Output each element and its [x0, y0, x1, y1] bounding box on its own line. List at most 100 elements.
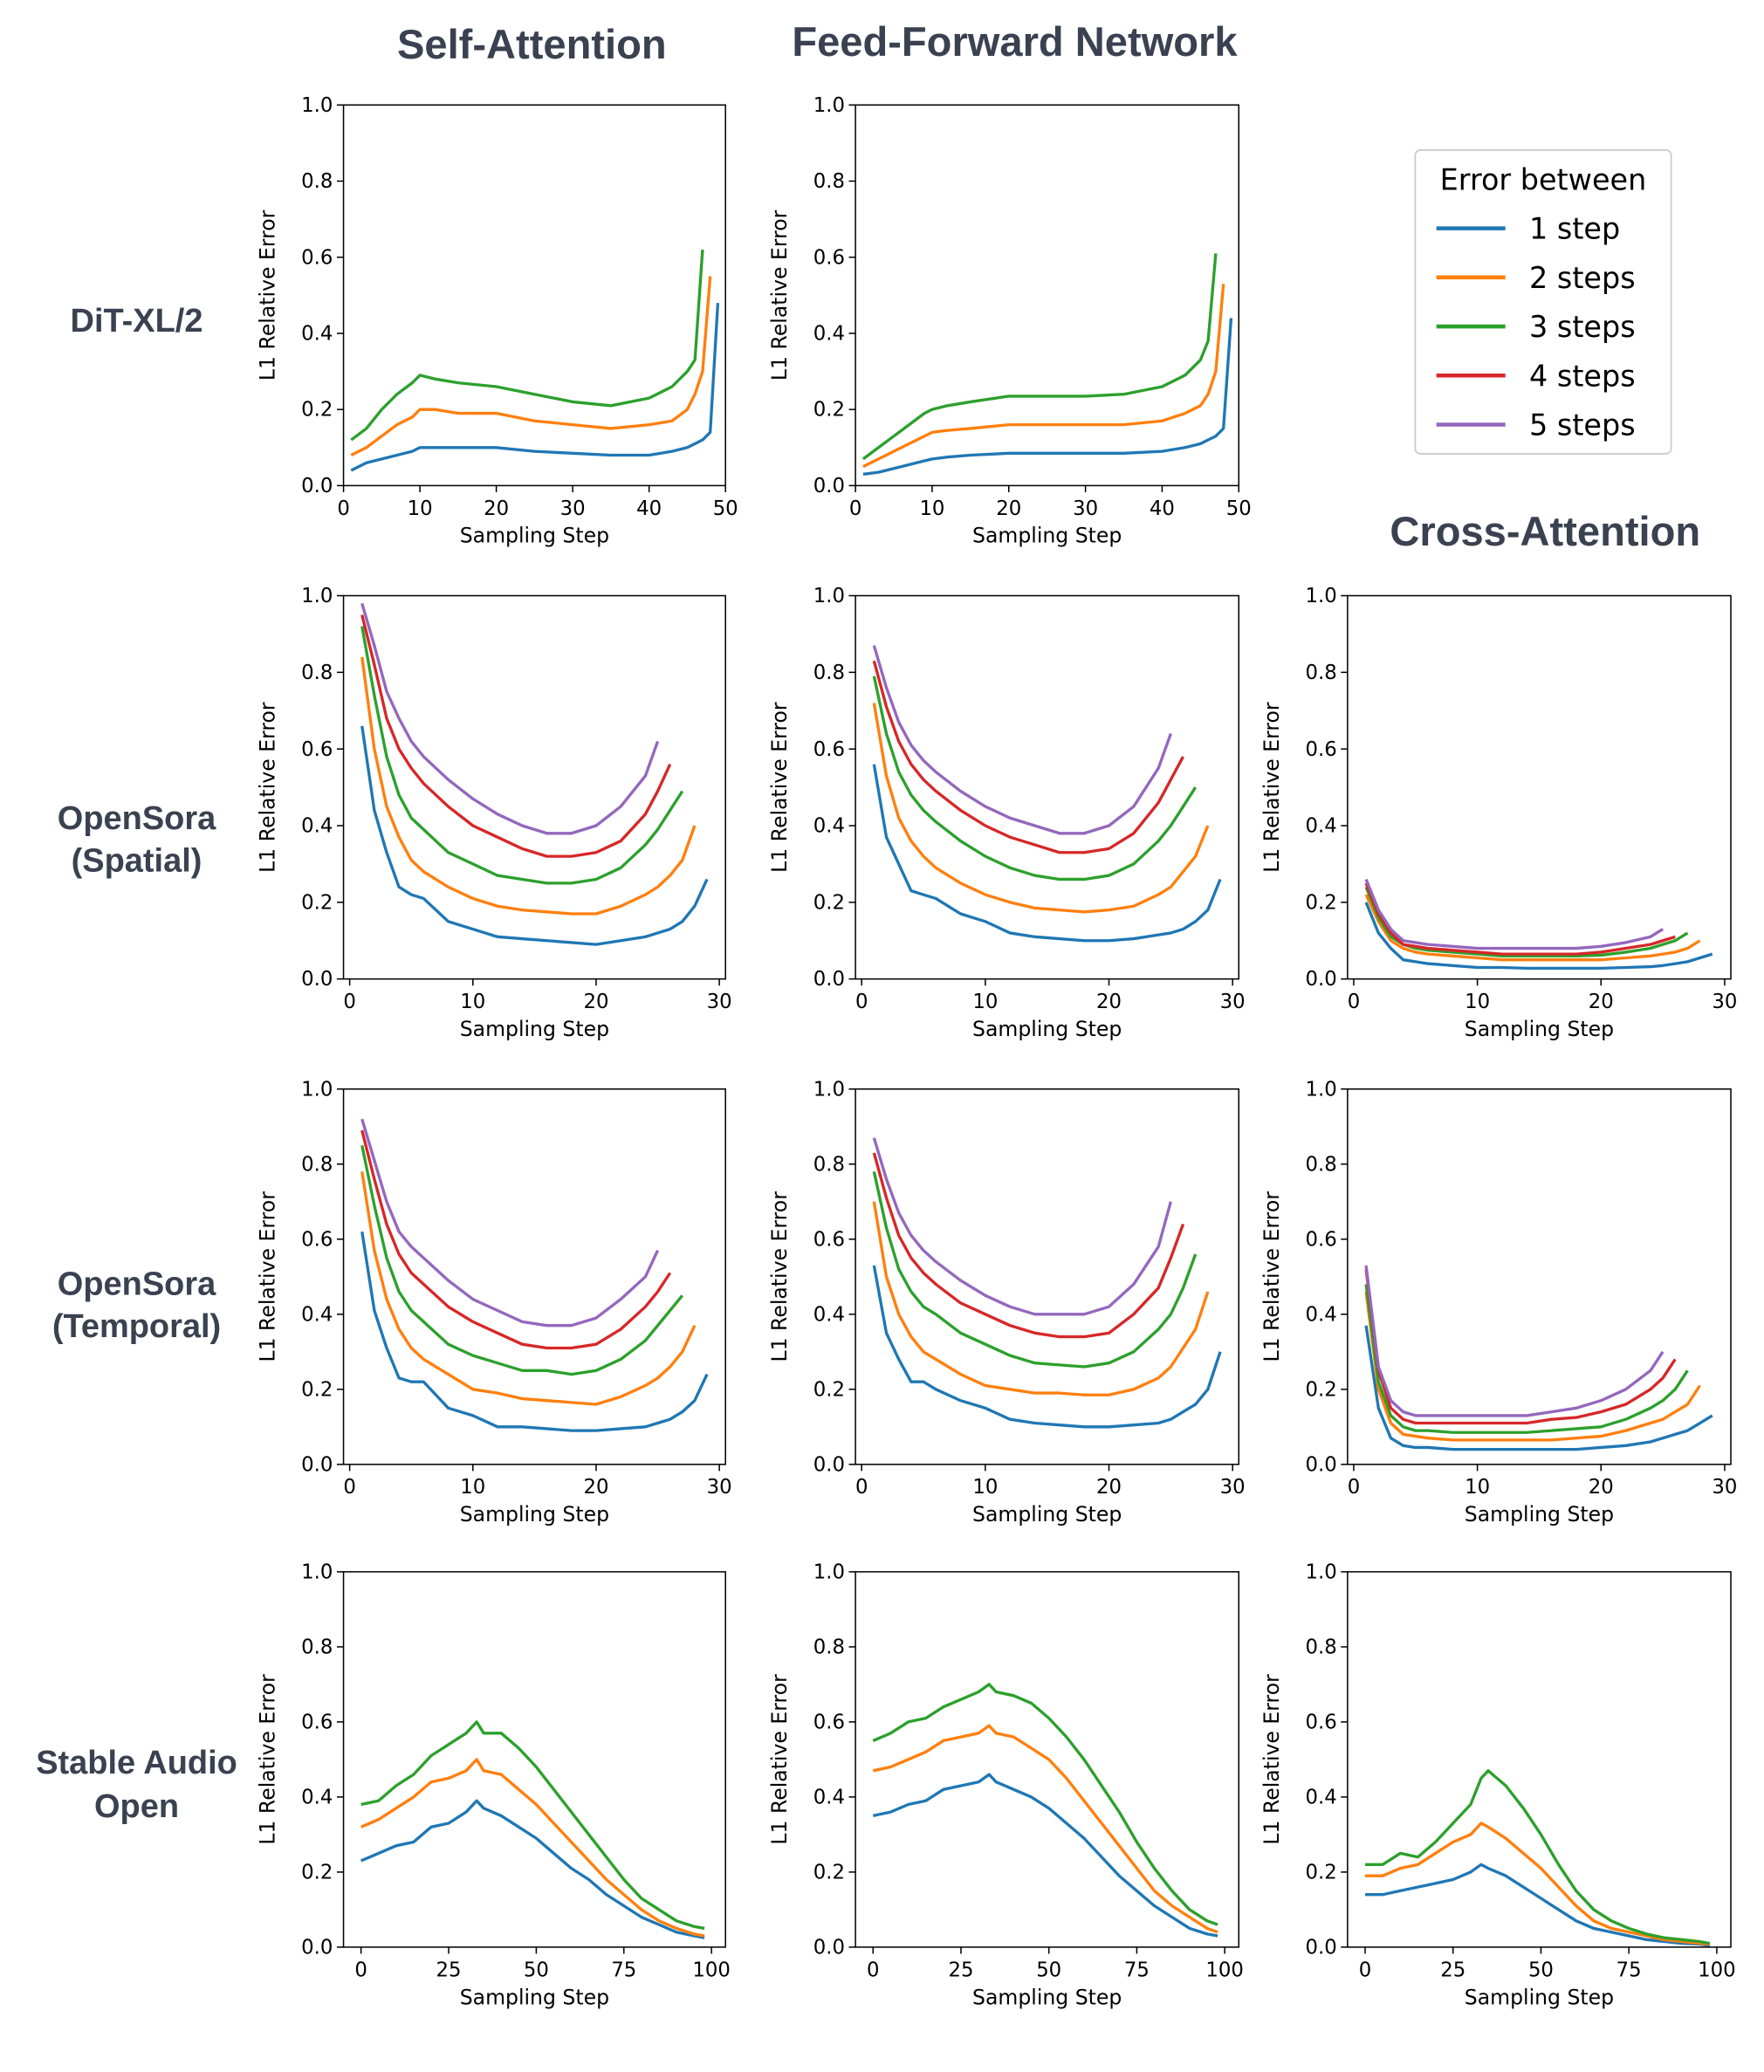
column-title: Self-Attention	[397, 21, 667, 67]
x-tick-label: 0	[1348, 991, 1361, 1013]
y-tick-label: 0.4	[813, 1787, 845, 1809]
series-line	[872, 1724, 1218, 1934]
y-tick-label: 0.6	[813, 246, 845, 269]
y-tick-label: 0.0	[301, 1937, 333, 1959]
series-line	[872, 1171, 1198, 1369]
series-line	[360, 1118, 660, 1328]
series-line	[1364, 902, 1713, 971]
y-tick-label: 0.0	[813, 968, 845, 991]
x-tick-label: 0	[855, 1476, 868, 1499]
series-line	[360, 656, 697, 916]
series-line	[862, 318, 1233, 476]
y-tick-label: 1.0	[1305, 1561, 1336, 1583]
row-label: Stable Audio	[36, 1745, 237, 1781]
x-tick-label: 0	[343, 991, 355, 1013]
x-tick-label: 25	[948, 1959, 973, 1981]
y-tick-label: 0.6	[301, 246, 333, 269]
series-line	[350, 276, 712, 456]
legend-title: Error between	[1440, 163, 1647, 197]
x-tick-label: 10	[972, 991, 998, 1013]
y-tick-label: 0.2	[1305, 1862, 1336, 1884]
y-tick-label: 0.6	[813, 738, 845, 761]
axes-frame	[1347, 1088, 1732, 1465]
y-tick-label: 1.0	[1305, 1078, 1336, 1101]
y-axis-label: L1 Relative Error	[1260, 1674, 1284, 1845]
x-tick-label: 30	[1073, 497, 1098, 520]
y-tick-label: 0.8	[1305, 1636, 1336, 1659]
x-tick-label: 50	[1528, 1959, 1554, 1981]
y-tick-label: 0.4	[1305, 1787, 1336, 1809]
y-tick-label: 0.0	[813, 1937, 845, 1959]
x-tick-label: 30	[707, 991, 732, 1013]
y-tick-label: 0.2	[301, 1862, 333, 1884]
y-tick-label: 0.8	[301, 170, 333, 193]
x-tick-label: 20	[583, 1476, 608, 1499]
x-axis-label: Sampling Step	[460, 1985, 609, 2009]
series-line	[1364, 882, 1676, 956]
series-line	[1364, 1268, 1677, 1425]
x-tick-label: 50	[713, 497, 738, 520]
x-axis-label: Sampling Step	[972, 1502, 1122, 1527]
y-tick-label: 1.0	[301, 585, 333, 607]
series-line	[872, 660, 1184, 854]
y-tick-label: 0.6	[301, 1712, 333, 1734]
x-tick-label: 50	[1036, 1959, 1061, 1981]
y-tick-label: 0.6	[813, 1228, 845, 1251]
series-line	[872, 676, 1198, 882]
y-tick-label: 0.4	[1305, 1303, 1336, 1326]
x-tick-label: 0	[849, 497, 861, 520]
series-line	[872, 1265, 1222, 1429]
axes-frame	[342, 1088, 726, 1465]
row-label: DiT-XL/2	[71, 303, 203, 340]
column-title: Feed-Forward Network	[792, 18, 1238, 65]
y-tick-label: 0.2	[813, 399, 845, 422]
x-tick-label: 10	[408, 497, 433, 520]
y-axis-label: L1 Relative Error	[256, 702, 280, 873]
y-tick-label: 0.2	[813, 891, 845, 914]
x-tick-label: 20	[1589, 1476, 1614, 1499]
row-label: (Spatial)	[72, 843, 202, 880]
series-line	[1364, 1265, 1664, 1417]
x-tick-label: 20	[1096, 991, 1122, 1013]
y-axis-label: L1 Relative Error	[256, 209, 280, 381]
y-axis-label: L1 Relative Error	[1260, 702, 1284, 873]
axes-frame	[855, 1571, 1240, 1948]
y-tick-label: 0.8	[1305, 1153, 1336, 1176]
y-axis-label: L1 Relative Error	[767, 702, 792, 873]
x-axis-label: Sampling Step	[1465, 1502, 1614, 1527]
series-line	[872, 1773, 1218, 1938]
series-line	[360, 1799, 705, 1939]
x-axis-label: Sampling Step	[972, 524, 1122, 548]
series-line	[1365, 1863, 1711, 1947]
y-axis-label: L1 Relative Error	[767, 1191, 792, 1362]
x-axis-label: Sampling Step	[972, 1985, 1122, 2009]
x-axis-label: Sampling Step	[460, 524, 609, 548]
y-tick-label: 0.8	[301, 1636, 333, 1659]
x-tick-label: 30	[1712, 991, 1737, 1013]
x-axis-label: Sampling Step	[1465, 1985, 1614, 2009]
x-tick-label: 10	[1465, 991, 1490, 1013]
y-axis-label: L1 Relative Error	[767, 209, 792, 381]
y-tick-label: 0.6	[1305, 1712, 1336, 1734]
series-line	[360, 1231, 709, 1432]
series-line	[872, 1152, 1185, 1339]
axes-frame	[855, 1088, 1240, 1465]
series-line	[1365, 1769, 1711, 1945]
y-tick-label: 0.0	[1305, 1937, 1336, 1959]
y-tick-label: 0.8	[813, 1636, 845, 1659]
y-tick-label: 1.0	[301, 1561, 333, 1583]
legend-label: 2 steps	[1529, 261, 1636, 295]
series-line	[360, 1171, 697, 1406]
series-line	[872, 764, 1222, 943]
y-tick-label: 0.6	[1305, 1228, 1336, 1251]
y-tick-label: 0.4	[813, 323, 845, 346]
y-tick-label: 1.0	[813, 585, 845, 607]
axes-frame	[855, 104, 1240, 487]
x-tick-label: 25	[436, 1959, 462, 1981]
x-tick-label: 0	[1359, 1959, 1372, 1981]
series-line	[1364, 1284, 1689, 1434]
series-line	[872, 703, 1210, 914]
x-tick-label: 30	[1220, 1476, 1246, 1499]
x-tick-label: 20	[1589, 991, 1614, 1013]
